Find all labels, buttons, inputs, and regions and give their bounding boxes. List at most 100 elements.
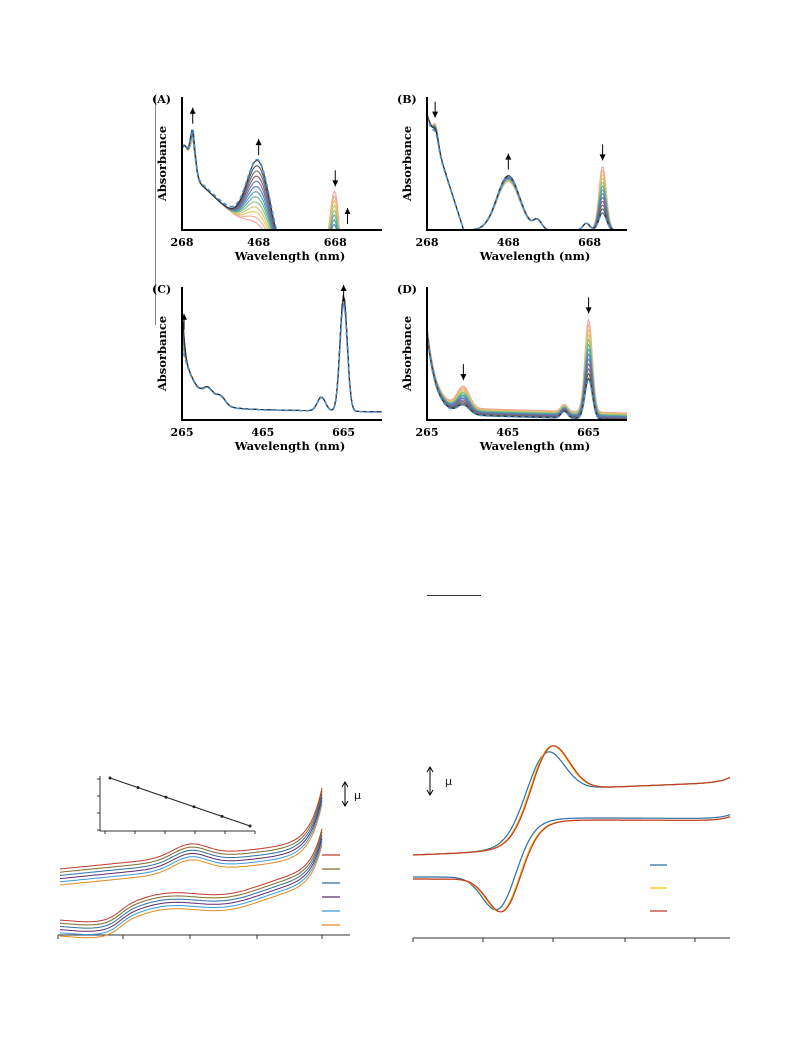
uv-series-line xyxy=(181,297,383,413)
cv-left-upper-trace xyxy=(59,797,323,880)
uv-panel-b: 268 468 668 Wavelength (nm) Absorbance (B) xyxy=(395,85,630,270)
arrow-down-icon xyxy=(332,180,339,187)
uv-series-line xyxy=(181,137,382,231)
arrow-up-icon xyxy=(340,285,347,291)
uv-reference-dashed-line xyxy=(181,301,382,413)
cv-left-svg xyxy=(57,776,350,939)
uv-series-line xyxy=(181,138,382,231)
cv-right-figure: μ xyxy=(405,745,745,945)
uv-series-line xyxy=(181,131,382,231)
uv-series-line xyxy=(181,140,382,231)
cv-left-lower-trace xyxy=(59,841,323,935)
figure-left-rule xyxy=(155,95,156,325)
y-axis-title: Absorbance xyxy=(155,126,169,202)
uv-series-line xyxy=(426,114,627,231)
cv-left-lower-trace xyxy=(59,834,323,929)
cv-left-upper-trace xyxy=(59,803,323,886)
arrow-down-icon xyxy=(432,111,439,118)
inset-data-point xyxy=(136,786,140,790)
cv-left-lower-trace xyxy=(59,828,323,923)
scale-bar-bottom-icon xyxy=(341,800,349,807)
uv-series-line xyxy=(181,130,382,231)
uv-reference-dashed-line xyxy=(426,116,627,231)
uv-series-line xyxy=(181,298,383,413)
x-axis-title: Wavelength (nm) xyxy=(479,439,591,453)
uv-reference-dashed-line xyxy=(426,334,627,421)
cv-right-svg xyxy=(412,745,731,942)
uv-series-line xyxy=(181,295,383,413)
x-tick-label: 268 xyxy=(171,236,194,249)
uv-panel-d: 265 465 665 Wavelength (nm) Absorbance (D) xyxy=(395,275,630,460)
x-tick-label: 465 xyxy=(251,426,274,439)
uv-panel-a: 268 468 668 Wavelength (nm) Absorbance (A) xyxy=(150,85,385,270)
panel-label: (C) xyxy=(152,283,171,296)
x-tick-label: 465 xyxy=(496,426,519,439)
cv-left-figure: μ xyxy=(50,760,370,950)
x-axis-title: Wavelength (nm) xyxy=(234,249,346,263)
uv-series-line xyxy=(181,299,383,413)
uv-series-line xyxy=(181,139,382,231)
uv-series-line xyxy=(181,297,383,413)
y-axis-title: Absorbance xyxy=(155,316,169,392)
uv-series-line xyxy=(181,294,383,413)
uv-vis-figure: 268 468 668 Wavelength (nm) Absorbance (A) 26… xyxy=(0,0,793,470)
y-axis-title: Absorbance xyxy=(400,316,414,392)
cv-right-forward-trace xyxy=(412,745,731,856)
arrow-down-icon xyxy=(585,307,592,314)
inset-data-point xyxy=(108,776,112,780)
uv-series-line xyxy=(181,136,382,231)
panel-label: (D) xyxy=(397,283,417,296)
uv-series-line xyxy=(181,295,383,413)
cv-right-reverse-trace xyxy=(413,816,731,913)
uv-series-line xyxy=(181,133,382,231)
arrow-down-icon xyxy=(599,154,606,161)
cv-left-upper-trace xyxy=(59,790,323,873)
x-tick-label: 265 xyxy=(171,426,194,439)
scale-unit-mu-left: μ xyxy=(354,789,361,802)
uv-series-line xyxy=(181,296,383,413)
arrow-up-icon xyxy=(505,153,512,160)
inset-data-point xyxy=(164,795,168,799)
cv-left-upper-trace xyxy=(59,787,323,870)
uv-series-line xyxy=(181,132,382,231)
arrow-up-icon xyxy=(255,139,262,146)
arrow-down-icon xyxy=(460,374,467,381)
uv-series-line xyxy=(181,299,383,413)
uv-series-line xyxy=(181,296,383,413)
separator-line xyxy=(427,595,481,596)
uv-series-line xyxy=(181,296,383,413)
cv-left-lower-trace xyxy=(59,844,323,939)
panel-label: (B) xyxy=(397,93,417,106)
x-tick-label: 668 xyxy=(578,236,601,249)
x-axis-title: Wavelength (nm) xyxy=(479,249,591,263)
cv-left-upper-trace xyxy=(59,794,323,876)
inset-data-point xyxy=(248,824,252,828)
panel-label: (A) xyxy=(152,93,171,106)
inset-data-point xyxy=(192,805,196,809)
scale-bar-top-icon xyxy=(341,781,349,788)
arrow-up-icon xyxy=(344,208,351,214)
uv-series-line xyxy=(181,135,382,231)
y-axis-title: Absorbance xyxy=(400,126,414,202)
scale-bar-bottom-icon xyxy=(426,789,434,796)
uv-reference-dashed-line xyxy=(181,128,382,231)
uv-series-line xyxy=(181,294,383,413)
x-tick-label: 268 xyxy=(416,236,439,249)
cv-left-lower-trace xyxy=(59,838,323,932)
uv-panel-c: 265 465 665 Wavelength (nm) Absorbance (C) xyxy=(150,275,385,460)
inset-data-point xyxy=(220,814,224,818)
cv-left-lower-trace xyxy=(59,831,323,926)
x-tick-label: 668 xyxy=(324,236,347,249)
uv-series-line xyxy=(181,134,382,231)
x-axis-title: Wavelength (nm) xyxy=(234,439,346,453)
x-tick-label: 665 xyxy=(577,426,600,439)
arrow-up-icon xyxy=(181,313,188,320)
uv-series-line xyxy=(181,298,383,413)
cv-left-upper-trace xyxy=(59,800,323,883)
x-tick-label: 665 xyxy=(332,426,355,439)
scale-bar-top-icon xyxy=(426,766,434,773)
